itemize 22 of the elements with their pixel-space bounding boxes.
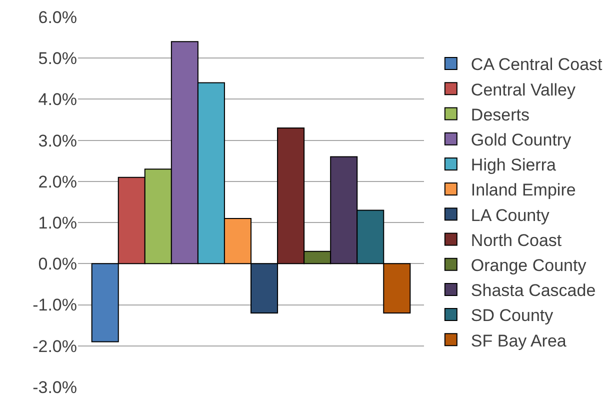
y-tick-label: -2.0% (32, 336, 77, 356)
legend-label: High Sierra (470, 156, 556, 175)
legend-label: Orange County (470, 256, 587, 275)
legend-label: SD County (470, 306, 554, 326)
y-tick-label: 4.0% (38, 90, 77, 110)
y-tick-label: 3.0% (38, 131, 77, 150)
y-tick-label: 5.0% (38, 49, 77, 68)
legend-label: CA Central Coast (470, 55, 603, 74)
y-tick-label: 1.0% (38, 214, 77, 233)
legend-label: SF Bay Area (470, 331, 567, 350)
legend-label: Inland Empire (470, 180, 576, 200)
y-tick-label: 2.0% (38, 172, 77, 192)
legend-label: Gold Country (470, 130, 572, 150)
legend-label: Deserts (470, 105, 530, 124)
y-tick-label: -3.0% (32, 378, 77, 397)
legend-label: Shasta Cascade (470, 281, 596, 300)
legend-label: Central Valley (470, 80, 576, 100)
legend-label: LA County (470, 206, 550, 225)
y-tick-label: 0.0% (38, 254, 77, 274)
legend-label: North Coast (470, 230, 562, 250)
y-tick-label: -1.0% (32, 296, 77, 315)
y-tick-label: 6.0% (38, 8, 77, 27)
